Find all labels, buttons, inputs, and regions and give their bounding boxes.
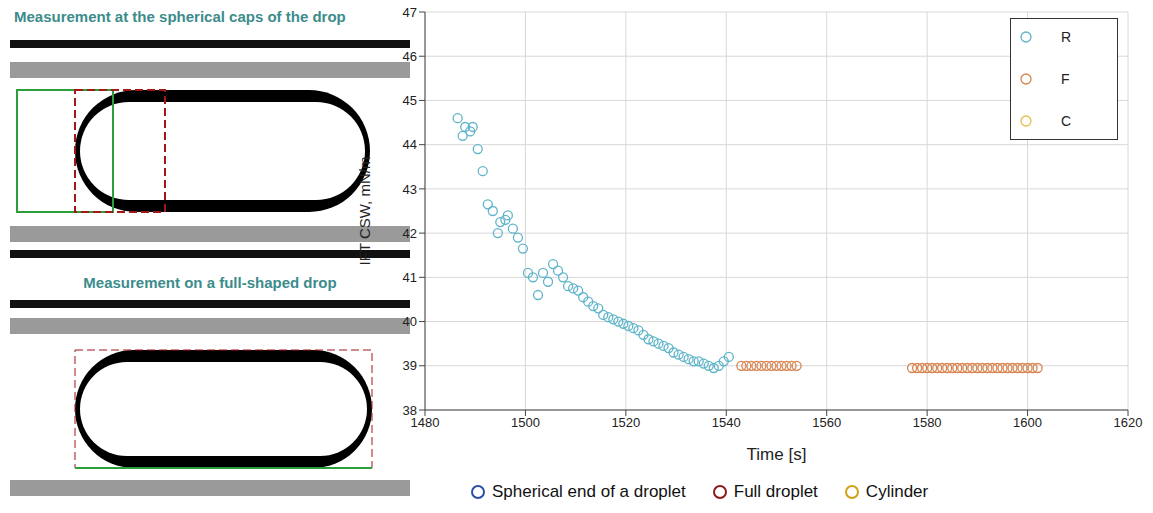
svg-text:1500: 1500 (511, 415, 540, 430)
svg-text:42: 42 (403, 226, 417, 241)
svg-text:Measurement on a full-shaped d: Measurement on a full-shaped drop (83, 274, 336, 291)
svg-text:46: 46 (403, 49, 417, 64)
svg-text:45: 45 (403, 93, 417, 108)
html-text:Full droplet: Full droplet (733, 482, 818, 501)
svg-text:41: 41 (403, 270, 417, 285)
svg-text:39: 39 (403, 358, 417, 373)
svg-text:44: 44 (403, 137, 417, 152)
svg-text:1540: 1540 (712, 415, 741, 430)
html-text:C: C (1061, 113, 1072, 129)
svg-text:47: 47 (403, 5, 417, 20)
svg-text:1580: 1580 (913, 415, 942, 430)
svg-text:38: 38 (403, 403, 417, 418)
svg-text:IFT CSW, mN/m: IFT CSW, mN/m (356, 157, 373, 266)
svg-text:43: 43 (403, 182, 417, 197)
svg-text:40: 40 (403, 314, 417, 329)
svg-text:Measurement at the spherical c: Measurement at the spherical caps of the… (14, 8, 346, 25)
svg-text:1560: 1560 (812, 415, 841, 430)
svg-text:1600: 1600 (1013, 415, 1042, 430)
svg-text:1620: 1620 (1114, 415, 1143, 430)
html-text:Cylinder: Cylinder (865, 482, 929, 501)
html-text:Spherical end of a droplet: Spherical end of a droplet (492, 482, 686, 501)
svg-text:Time [s]: Time [s] (747, 445, 807, 464)
html-text:F: F (1061, 71, 1070, 87)
html-text:R: R (1061, 29, 1072, 45)
svg-text:1480: 1480 (410, 415, 440, 431)
svg-text:1520: 1520 (611, 415, 640, 430)
